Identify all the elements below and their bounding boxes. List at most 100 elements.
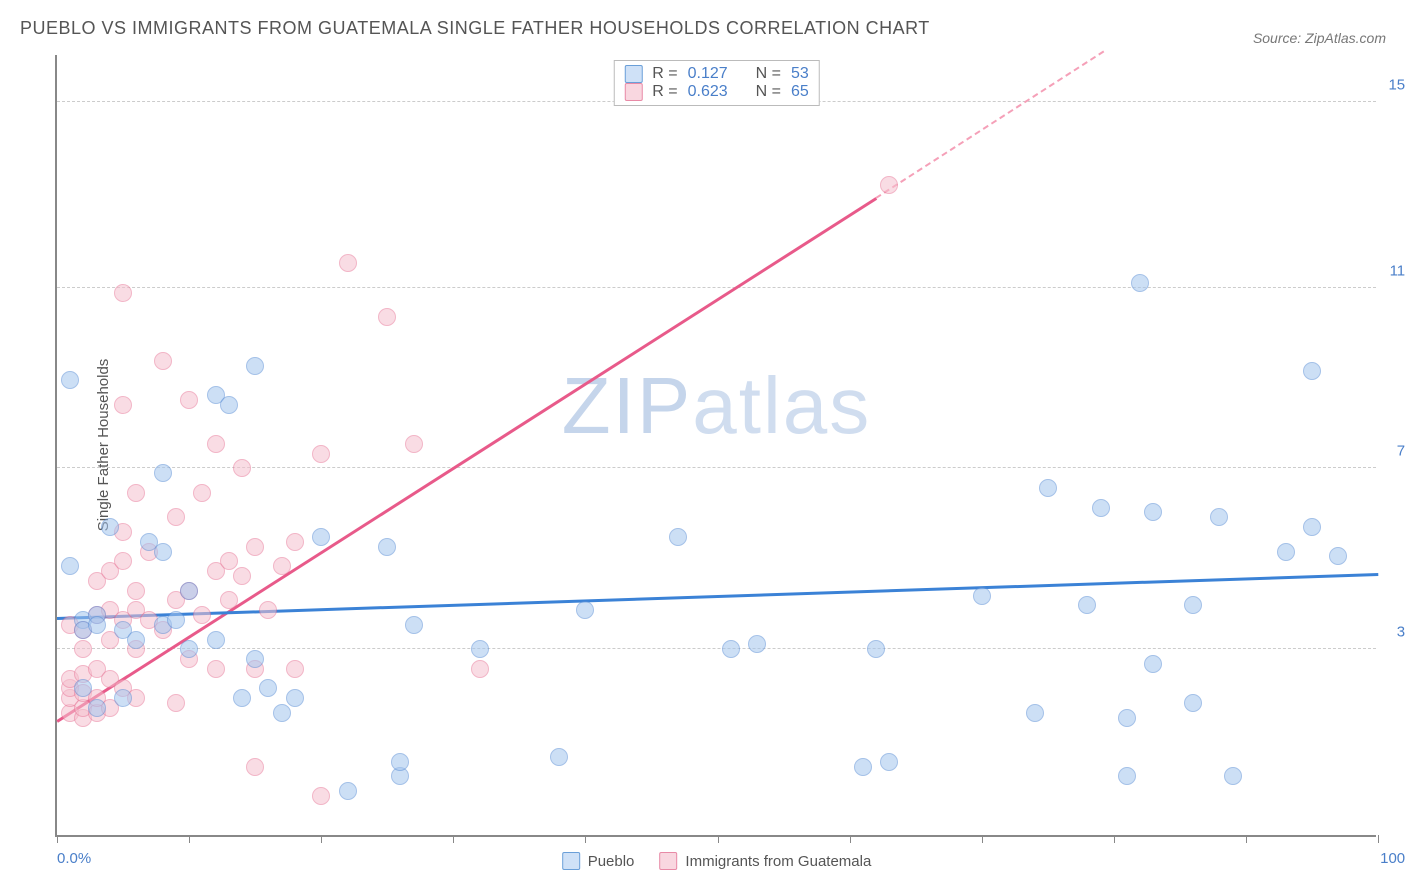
data-point bbox=[114, 689, 132, 707]
y-tick-label: 15.0% bbox=[1381, 76, 1406, 93]
data-point bbox=[339, 782, 357, 800]
data-point bbox=[220, 591, 238, 609]
trendline bbox=[57, 573, 1378, 619]
data-point bbox=[127, 582, 145, 600]
data-point bbox=[167, 611, 185, 629]
data-point bbox=[973, 587, 991, 605]
data-point bbox=[1210, 508, 1228, 526]
data-point bbox=[233, 567, 251, 585]
data-point bbox=[312, 528, 330, 546]
data-point bbox=[722, 640, 740, 658]
y-tick-label: 3.8% bbox=[1381, 624, 1406, 641]
x-tick bbox=[453, 835, 454, 843]
data-point bbox=[207, 435, 225, 453]
data-point bbox=[1144, 655, 1162, 673]
swatch-blue-icon bbox=[624, 65, 642, 83]
data-point bbox=[550, 748, 568, 766]
swatch-blue-icon bbox=[562, 852, 580, 870]
data-point bbox=[246, 758, 264, 776]
data-point bbox=[167, 694, 185, 712]
swatch-pink-icon bbox=[624, 83, 642, 101]
data-point bbox=[180, 391, 198, 409]
x-tick-label: 100.0% bbox=[1380, 850, 1406, 867]
data-point bbox=[180, 582, 198, 600]
gridline bbox=[57, 287, 1376, 288]
watermark: ZIPatlas bbox=[562, 360, 871, 452]
data-point bbox=[193, 484, 211, 502]
data-point bbox=[391, 753, 409, 771]
data-point bbox=[180, 640, 198, 658]
data-point bbox=[1144, 503, 1162, 521]
data-point bbox=[246, 650, 264, 668]
data-point bbox=[867, 640, 885, 658]
data-point bbox=[114, 552, 132, 570]
data-point bbox=[1224, 767, 1242, 785]
legend-correlation: R = 0.127 N = 53 R = 0.623 N = 65 bbox=[613, 60, 819, 106]
data-point bbox=[1303, 362, 1321, 380]
data-point bbox=[127, 631, 145, 649]
data-point bbox=[312, 787, 330, 805]
x-tick bbox=[585, 835, 586, 843]
swatch-pink-icon bbox=[659, 852, 677, 870]
chart-plot-area: ZIPatlas Single Father Households R = 0.… bbox=[55, 55, 1376, 837]
data-point bbox=[127, 484, 145, 502]
x-tick bbox=[1378, 835, 1379, 843]
legend-item-pueblo: Pueblo bbox=[562, 852, 635, 870]
legend-series: Pueblo Immigrants from Guatemala bbox=[562, 852, 872, 870]
data-point bbox=[1092, 499, 1110, 517]
data-point bbox=[312, 445, 330, 463]
data-point bbox=[207, 660, 225, 678]
data-point bbox=[154, 352, 172, 370]
data-point bbox=[471, 660, 489, 678]
data-point bbox=[339, 254, 357, 272]
data-point bbox=[1131, 274, 1149, 292]
legend-row-guatemala: R = 0.623 N = 65 bbox=[624, 83, 808, 101]
data-point bbox=[405, 435, 423, 453]
data-point bbox=[286, 533, 304, 551]
y-axis-label: Single Father Households bbox=[95, 359, 112, 532]
data-point bbox=[61, 557, 79, 575]
legend-item-guatemala: Immigrants from Guatemala bbox=[659, 852, 871, 870]
data-point bbox=[1118, 767, 1136, 785]
data-point bbox=[1039, 479, 1057, 497]
data-point bbox=[114, 396, 132, 414]
data-point bbox=[880, 176, 898, 194]
data-point bbox=[114, 284, 132, 302]
data-point bbox=[748, 635, 766, 653]
data-point bbox=[246, 538, 264, 556]
trendline bbox=[875, 51, 1104, 200]
data-point bbox=[1184, 596, 1202, 614]
data-point bbox=[259, 601, 277, 619]
data-point bbox=[220, 396, 238, 414]
data-point bbox=[259, 679, 277, 697]
data-point bbox=[273, 704, 291, 722]
data-point bbox=[74, 640, 92, 658]
data-point bbox=[273, 557, 291, 575]
data-point bbox=[1118, 709, 1136, 727]
legend-row-pueblo: R = 0.127 N = 53 bbox=[624, 65, 808, 83]
data-point bbox=[669, 528, 687, 546]
x-tick bbox=[718, 835, 719, 843]
data-point bbox=[154, 543, 172, 561]
data-point bbox=[286, 660, 304, 678]
data-point bbox=[220, 552, 238, 570]
data-point bbox=[378, 538, 396, 556]
data-point bbox=[405, 616, 423, 634]
data-point bbox=[154, 464, 172, 482]
y-tick-label: 7.5% bbox=[1381, 443, 1406, 460]
data-point bbox=[471, 640, 489, 658]
data-point bbox=[74, 679, 92, 697]
x-tick bbox=[321, 835, 322, 843]
source-attribution: Source: ZipAtlas.com bbox=[1253, 30, 1386, 46]
data-point bbox=[1026, 704, 1044, 722]
data-point bbox=[246, 357, 264, 375]
data-point bbox=[286, 689, 304, 707]
data-point bbox=[88, 616, 106, 634]
data-point bbox=[207, 631, 225, 649]
data-point bbox=[233, 459, 251, 477]
data-point bbox=[1277, 543, 1295, 561]
data-point bbox=[1303, 518, 1321, 536]
x-tick-label: 0.0% bbox=[57, 850, 91, 867]
data-point bbox=[193, 606, 211, 624]
data-point bbox=[854, 758, 872, 776]
